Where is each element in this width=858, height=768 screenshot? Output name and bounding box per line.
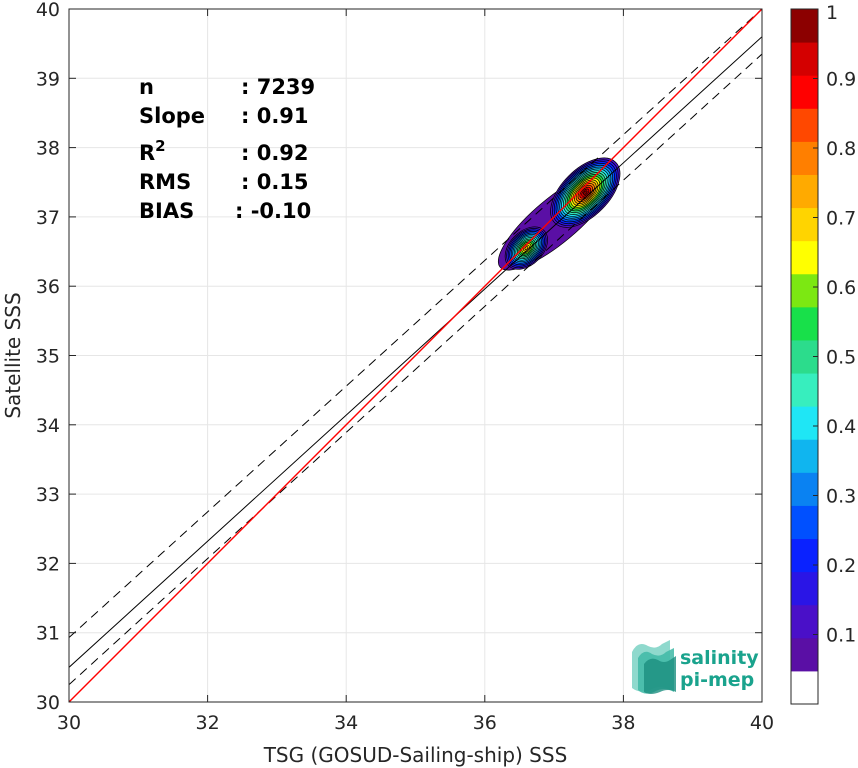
density-peak-secondary-level [524, 246, 529, 250]
colorbar: 0.1 0.2 0.3 0.4 0.5 0.6 0.7 0.8 0.9 1 [790, 2, 856, 705]
stat-rms-label: RMS [139, 170, 191, 194]
y-axis-label: Satellite SSS [1, 292, 25, 418]
y-tick-label: 37 [36, 207, 60, 229]
colorbar-segment [791, 108, 818, 142]
y-tick-label: 40 [36, 0, 60, 21]
colorbar-segment [791, 9, 818, 43]
colorbar-segment [791, 439, 818, 473]
x-tick-label: 40 [750, 712, 774, 734]
stat-bias-label: BIAS [139, 199, 194, 223]
colorbar-segment [791, 373, 818, 407]
logo-line-1: salinity [680, 647, 759, 669]
colorbar-segment [791, 406, 818, 440]
colorbar-segment [791, 240, 818, 275]
upper-bound-line [69, 9, 762, 638]
salinity-pi-mep-logo: salinity pi-mep [632, 640, 759, 694]
y-tick-label: 38 [36, 138, 60, 160]
colorbar-tick-label: 1 [826, 2, 838, 24]
colorbar-segment [791, 174, 818, 209]
stat-slope-label: Slope [139, 104, 205, 128]
stat-rms-value: : 0.15 [241, 170, 309, 194]
stat-n-value: : 7239 [241, 75, 315, 99]
y-tick-label: 33 [36, 484, 60, 506]
regression-line [69, 36, 762, 668]
lower-bound-line [69, 53, 762, 686]
colorbar-segment [791, 207, 818, 242]
stat-bias-value: : -0.10 [235, 199, 311, 223]
y-axis-ticks: 30 31 32 33 34 35 36 37 38 39 40 [36, 0, 762, 714]
x-axis-ticks: 30 32 34 36 38 40 [57, 9, 774, 734]
colorbar-tick-label: 0.1 [826, 625, 856, 647]
stat-slope-value: : 0.91 [241, 104, 309, 128]
logo-line-2: pi-mep [680, 669, 754, 691]
colorbar-tick-label: 0.6 [826, 277, 856, 299]
stat-n-label: n [139, 75, 154, 99]
colorbar-segment [791, 571, 818, 606]
colorbar-segment [791, 306, 818, 341]
colorbar-segment [791, 538, 818, 573]
colorbar-tick-label: 0.7 [826, 208, 856, 230]
colorbar-segment [791, 472, 818, 506]
x-tick-label: 36 [473, 712, 497, 734]
colorbar-tick-label: 0.4 [826, 416, 856, 438]
logo-waves-icon [632, 640, 676, 694]
density-contours [497, 157, 621, 271]
stat-r-label: R2 [139, 137, 166, 165]
x-tick-label: 30 [57, 712, 81, 734]
colorbar-segment [791, 604, 818, 639]
y-tick-label: 35 [36, 346, 60, 368]
colorbar-segment [791, 670, 818, 705]
statistics-box: n : 7239 Slope : 0.91 R2 : 0.92 RMS : 0.15 BIAS:… [139, 75, 315, 223]
x-tick-label: 38 [611, 712, 635, 734]
colorbar-segment [791, 141, 818, 175]
y-tick-label: 34 [36, 415, 60, 437]
colorbar-segment [791, 42, 818, 76]
colorbar-segment [791, 637, 818, 672]
colorbar-tick-label: 0.9 [826, 69, 856, 91]
colorbar-tick-label: 0.2 [826, 555, 856, 577]
y-tick-label: 30 [36, 692, 60, 714]
colorbar-segment [791, 273, 818, 308]
colorbar-tick-label: 0.5 [826, 347, 856, 369]
y-tick-label: 39 [36, 68, 60, 90]
y-tick-label: 32 [36, 553, 60, 575]
reference-lines [69, 9, 762, 702]
colorbar-segment [791, 505, 818, 540]
identity-line [69, 9, 762, 702]
density-peak-primary-level [583, 190, 588, 195]
x-tick-label: 34 [334, 712, 358, 734]
y-tick-label: 36 [36, 276, 60, 298]
stat-r-value: : 0.92 [241, 141, 309, 165]
x-tick-label: 32 [196, 712, 220, 734]
colorbar-tick-label: 0.8 [826, 138, 856, 160]
colorbar-segment [791, 75, 818, 109]
y-tick-label: 31 [36, 623, 60, 645]
colorbar-tick-label: 0.3 [826, 486, 856, 508]
x-axis-label: TSG (GOSUD-Sailing-ship) SSS [263, 743, 568, 767]
